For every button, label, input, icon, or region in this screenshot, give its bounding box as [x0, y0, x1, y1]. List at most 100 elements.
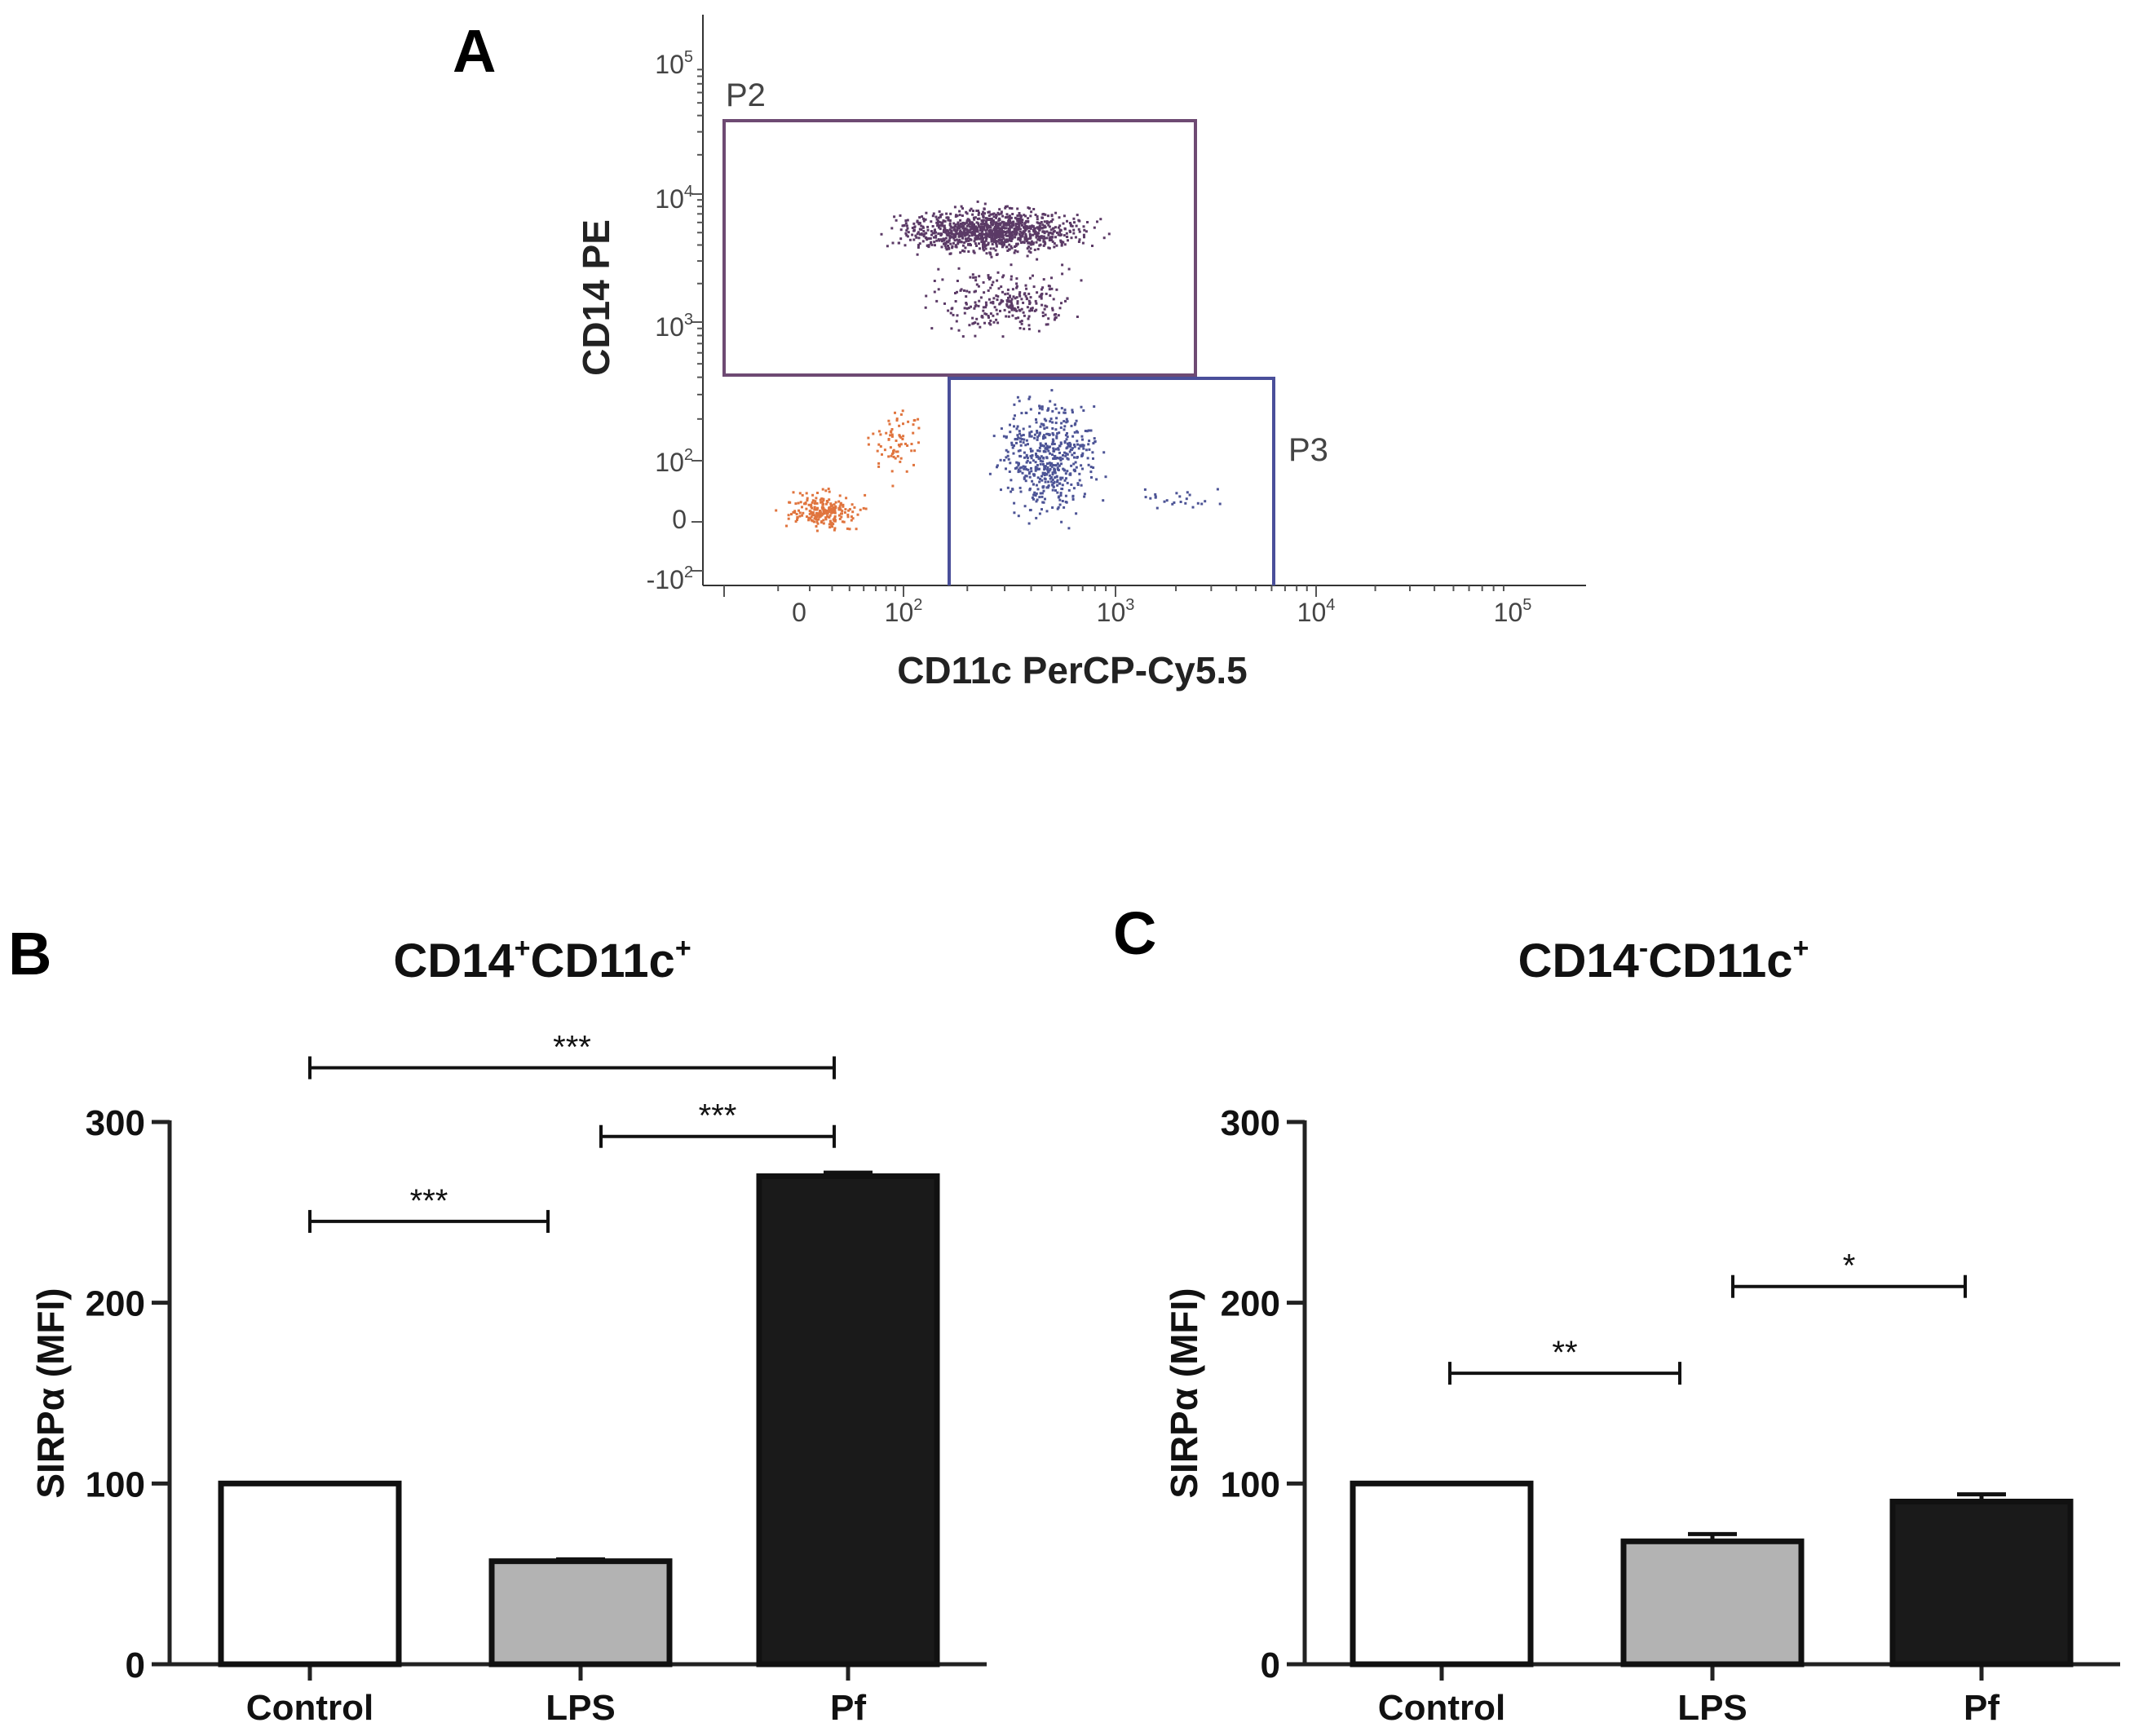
- scatter-dot: [1023, 438, 1026, 441]
- scatter-dot: [1049, 452, 1051, 455]
- scatter-dot: [1005, 205, 1009, 208]
- scatter-dot: [973, 218, 976, 221]
- scatter-dot: [1027, 472, 1031, 475]
- scatter-dot: [822, 522, 825, 525]
- category-label: LPS: [546, 1688, 616, 1728]
- scatter-dot: [889, 446, 892, 449]
- scatter-dot: [943, 239, 946, 242]
- scatter-dot: [890, 227, 894, 230]
- scatter-dot: [851, 517, 855, 520]
- scatter-dot: [1063, 469, 1067, 472]
- scatter-dot: [986, 223, 989, 227]
- scatter-dot: [1023, 314, 1026, 317]
- scatter-dot: [964, 246, 967, 250]
- scatter-dot: [1038, 480, 1041, 484]
- scatter-dot: [1023, 225, 1027, 228]
- scatter-dot: [993, 230, 996, 233]
- scatter-dot: [968, 225, 971, 228]
- scatter-dot: [825, 509, 828, 512]
- y-tick-1e2: 102: [655, 446, 693, 477]
- scatter-dot: [811, 513, 814, 516]
- scatter-dot: [1024, 294, 1027, 298]
- scatter-dot: [805, 507, 808, 510]
- panel-c-title: CD14-CD11c+: [1518, 933, 1809, 987]
- scatter-dot: [818, 515, 821, 519]
- scatter-dot: [1031, 307, 1034, 310]
- scatter-dot: [991, 234, 994, 237]
- scatter-dot: [1018, 448, 1022, 452]
- scatter-dot: [1065, 235, 1068, 238]
- scatter-dot: [819, 498, 822, 501]
- scatter-dot: [1073, 445, 1076, 448]
- scatter-dot: [1022, 311, 1025, 314]
- scatter-dot: [992, 241, 996, 243]
- scatter-dot: [904, 244, 907, 247]
- scatter-dot: [1039, 462, 1042, 466]
- scatter-dot: [1047, 285, 1050, 288]
- scatter-dot: [1091, 451, 1094, 454]
- scatter-dot: [811, 511, 815, 515]
- scatter-dot: [974, 276, 978, 279]
- scatter-dot: [965, 307, 969, 310]
- scatter-dot: [944, 236, 948, 240]
- scatter-dot: [1038, 446, 1041, 449]
- scatter-dot: [1018, 486, 1022, 489]
- scatter-dot: [963, 311, 966, 315]
- scatter-dot: [1032, 285, 1036, 289]
- scatter-dot: [1024, 411, 1027, 414]
- scatter-dot: [815, 520, 819, 523]
- scatter-dot: [1054, 403, 1057, 406]
- scatter-dot: [999, 223, 1002, 227]
- scatter-dot: [1016, 300, 1019, 303]
- scatter-dot: [1053, 313, 1056, 316]
- scatter-dot: [828, 506, 831, 510]
- scatter-dot: [1059, 476, 1063, 479]
- scatter-dot: [1002, 274, 1005, 277]
- scatter-dot: [1038, 224, 1041, 227]
- scatter-dot: [933, 232, 936, 235]
- scatter-dot: [1010, 236, 1014, 240]
- scatter-dot: [1017, 316, 1020, 320]
- scatter-dot: [899, 457, 903, 460]
- scatter-dot: [1060, 244, 1063, 247]
- scatter-dot: [1095, 478, 1098, 481]
- scatter-dot: [877, 462, 881, 465]
- scatter-dot: [1054, 468, 1056, 471]
- scatter-dot: [1104, 475, 1107, 479]
- scatter-dot: [1028, 431, 1032, 435]
- bar-pf: [1889, 1499, 2074, 1668]
- scatter-dot: [1024, 227, 1027, 231]
- scatter-dot: [821, 501, 824, 504]
- scatter-dot: [1063, 425, 1067, 428]
- scatter-dot: [1032, 241, 1035, 245]
- scatter-dot: [948, 239, 951, 242]
- scatter-dot: [977, 285, 980, 288]
- scatter-dot: [1039, 235, 1041, 238]
- scatter-dot: [1027, 250, 1031, 253]
- scatter-dot: [987, 298, 991, 301]
- scatter-dot: [1021, 221, 1024, 224]
- scatter-dot: [1061, 263, 1064, 267]
- scatter-dot: [822, 509, 825, 512]
- scatter-dot: [997, 238, 1001, 241]
- scatter-dot: [1023, 467, 1026, 470]
- panel-b-title: CD14+CD11c+: [393, 933, 691, 987]
- scatter-dot: [979, 236, 983, 239]
- scatter-dot: [1055, 436, 1058, 440]
- scatter-dot: [1014, 414, 1016, 417]
- scatter-dot: [983, 212, 986, 215]
- scatter-dot: [1050, 475, 1053, 479]
- scatter-dot: [1007, 222, 1010, 225]
- scatter-dot: [933, 280, 936, 282]
- scatter-dot: [1025, 236, 1028, 239]
- scatter-dot: [1072, 217, 1076, 220]
- scatter-dot: [1056, 479, 1059, 482]
- scatter-dot: [1059, 494, 1063, 497]
- scatter-dot: [951, 246, 954, 250]
- scatter-dot: [1044, 436, 1047, 440]
- scatter-dot: [808, 510, 811, 513]
- scatter-dot: [1040, 492, 1044, 495]
- scatter-dot: [1016, 434, 1019, 437]
- scatter-dot: [990, 237, 993, 241]
- scatter-dot: [838, 494, 842, 497]
